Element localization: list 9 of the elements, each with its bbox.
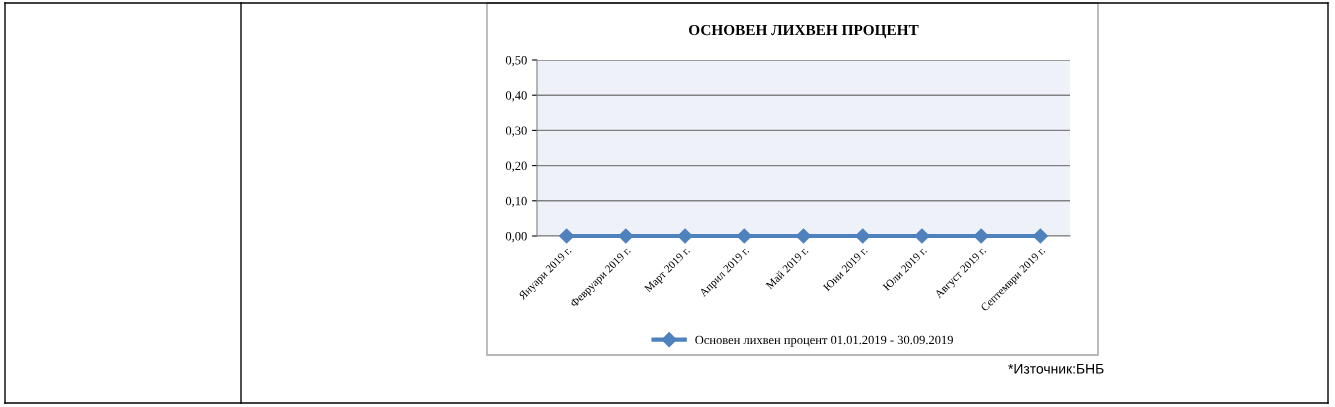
y-tick-label: 0,10 <box>505 196 527 208</box>
chart-title: ОСНОВЕН ЛИХВЕН ПРОЦЕНТ <box>689 24 919 39</box>
y-tick-label: 0,00 <box>505 232 527 243</box>
y-tick-label: 0,50 <box>505 56 527 67</box>
y-tick-label: 0,30 <box>505 126 527 137</box>
y-tick-label: 0,20 <box>505 161 527 172</box>
y-tick-label: 0,40 <box>505 91 527 102</box>
legend-label: Основен лихвен процент 01.01.2019 - 30.09.2019 <box>695 335 953 347</box>
text: *Източник:БНБ <box>1008 364 1104 374</box>
